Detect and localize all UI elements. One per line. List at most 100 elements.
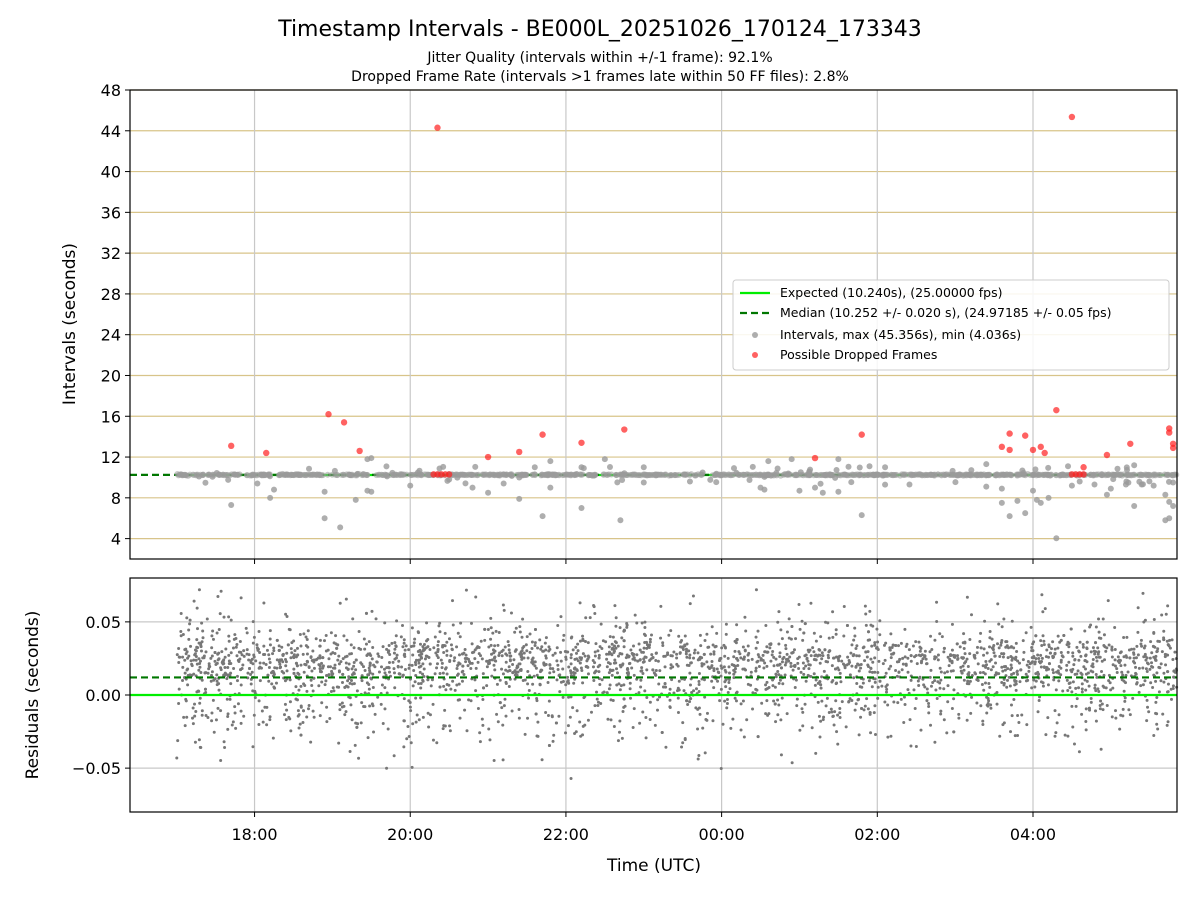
residual-point: [741, 645, 745, 649]
residual-point: [522, 651, 526, 655]
residual-point: [1155, 671, 1159, 675]
residual-point: [501, 672, 505, 676]
residual-point: [855, 644, 859, 648]
residual-point: [1002, 617, 1006, 621]
residual-point: [643, 689, 647, 693]
residual-point: [1083, 659, 1087, 663]
residual-point: [1002, 681, 1006, 685]
residual-point: [939, 709, 943, 713]
residual-point: [505, 653, 509, 657]
residual-point: [769, 643, 773, 647]
residual-point: [544, 648, 548, 652]
residual-point: [360, 701, 364, 705]
residual-point: [438, 671, 442, 675]
residual-point: [609, 718, 613, 722]
residual-point: [625, 667, 629, 671]
residual-point: [605, 665, 609, 669]
residual-point: [599, 701, 603, 705]
residual-point: [338, 703, 342, 707]
chart-subtitle-dropped: Dropped Frame Rate (intervals >1 frames …: [351, 69, 849, 85]
residual-point: [268, 715, 272, 719]
residual-point: [742, 735, 746, 739]
residual-point: [889, 664, 893, 668]
residual-point: [567, 695, 571, 699]
residual-point: [724, 632, 728, 636]
interval-point: [725, 471, 732, 478]
residual-point: [1071, 680, 1075, 684]
residual-point: [1022, 650, 1026, 654]
residual-point: [735, 656, 739, 660]
residual-point: [1053, 651, 1057, 655]
residual-point: [591, 659, 595, 663]
residual-point: [263, 653, 267, 657]
residual-point: [586, 672, 590, 676]
residual-point: [176, 739, 180, 743]
residual-point: [445, 683, 449, 687]
residual-point: [450, 648, 454, 652]
residual-point: [714, 644, 718, 648]
residual-point: [384, 673, 388, 677]
residual-point: [870, 685, 874, 689]
interval-point: [1105, 471, 1112, 478]
residual-point: [998, 655, 1002, 659]
dropped-frame-point: [1037, 443, 1044, 451]
residual-point: [728, 687, 732, 691]
residual-point: [402, 638, 406, 642]
interval-point: [579, 471, 586, 478]
residual-point: [299, 684, 303, 688]
residual-point: [889, 656, 893, 660]
dropped-frame-point: [1006, 430, 1013, 437]
residual-point: [467, 660, 471, 664]
residual-point: [1066, 688, 1070, 692]
residual-point: [425, 639, 429, 643]
residual-point: [337, 685, 341, 689]
residual-point: [754, 646, 758, 650]
residual-point: [948, 659, 952, 663]
residual-point: [244, 626, 248, 630]
residual-point: [868, 670, 872, 674]
residual-point: [277, 648, 281, 652]
residual-point: [287, 715, 291, 719]
residual-point: [470, 651, 474, 655]
residual-point: [284, 660, 288, 664]
residual-point: [950, 622, 954, 626]
residual-point: [292, 639, 296, 643]
residual-point: [1165, 690, 1169, 694]
residual-point: [1069, 668, 1073, 672]
residual-point: [643, 620, 647, 624]
interval-point: [462, 480, 469, 487]
residual-point: [175, 756, 179, 760]
residual-point: [1041, 634, 1045, 638]
residual-point: [638, 648, 642, 652]
residual-point: [520, 649, 524, 653]
residual-point: [724, 670, 728, 674]
residual-point: [629, 648, 633, 652]
residual-point: [860, 707, 864, 711]
residual-point: [681, 721, 685, 725]
residual-point: [297, 688, 301, 692]
residual-point: [540, 758, 544, 762]
residual-point: [1095, 659, 1099, 663]
residual-point: [281, 660, 285, 664]
residual-point: [210, 654, 214, 658]
residual-point: [441, 645, 445, 649]
residual-point: [656, 708, 660, 712]
residual-point: [417, 718, 421, 722]
residual-point: [760, 701, 764, 705]
residual-point: [780, 660, 784, 664]
residual-point: [991, 646, 995, 650]
residual-point: [949, 653, 953, 657]
residual-point: [1094, 655, 1098, 659]
residual-point: [226, 715, 230, 719]
interval-point: [196, 473, 203, 480]
residual-point: [292, 671, 296, 675]
residual-point: [639, 678, 643, 682]
residual-point: [726, 656, 730, 660]
residual-point: [712, 669, 716, 673]
residual-point: [242, 649, 246, 653]
interval-point: [908, 471, 915, 478]
interval-point: [879, 472, 886, 479]
residual-point: [808, 648, 812, 652]
residual-point: [764, 623, 768, 627]
residual-point: [187, 628, 191, 632]
